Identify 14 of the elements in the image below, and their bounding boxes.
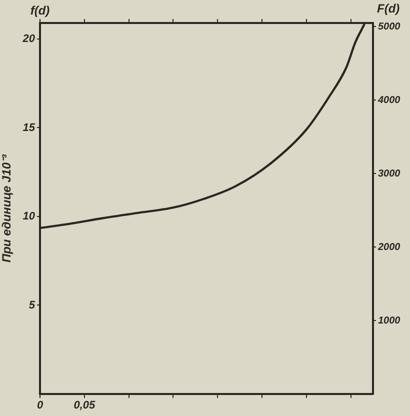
x-tick-label: 0 <box>36 400 44 412</box>
y2-tick-label: 4000 <box>377 94 401 106</box>
y-tick-label: 5 <box>28 299 36 312</box>
y2-tick-label: 3000 <box>378 168 401 180</box>
y2-tick-label: 5000 <box>378 21 401 32</box>
y2-axis-title: F(d) <box>377 1 400 16</box>
x-tick-label: 0,05 <box>74 400 96 412</box>
y2-tick-label: 2000 <box>377 242 401 253</box>
y-tick-label: 15 <box>22 122 36 134</box>
text: f(d) <box>30 3 50 18</box>
y-tick-label: 20 <box>22 33 36 46</box>
y2-tick-label: 1000 <box>378 315 401 326</box>
y-tick-label: 10 <box>22 210 36 223</box>
y-axis-title: При единице J10⁻³ <box>0 153 14 263</box>
